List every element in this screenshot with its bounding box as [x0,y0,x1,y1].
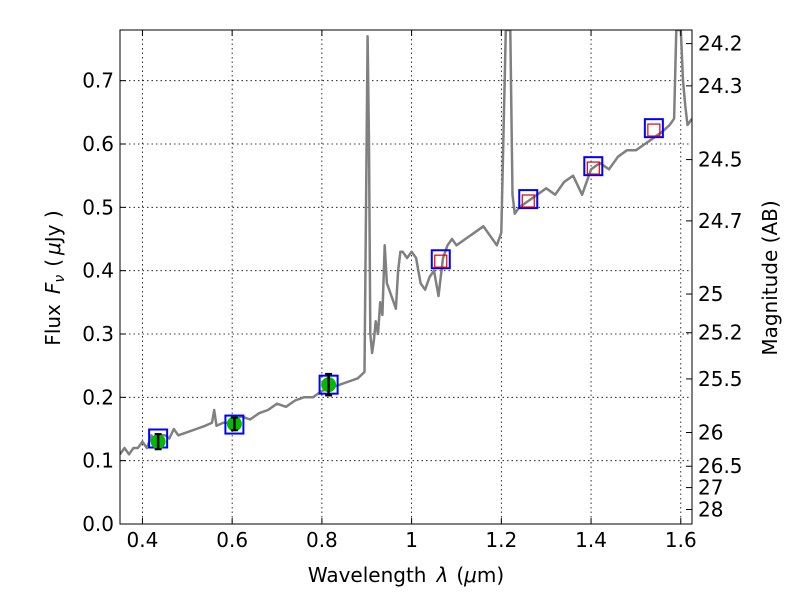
y-tick-label: 0.4 [82,259,114,283]
model-flux-marker [643,118,664,139]
y-tick-label: 0.1 [82,449,114,473]
upper-limit-marker [647,123,661,137]
upper-limit-marker [521,194,535,208]
y2-tick-label: 24.5 [698,148,743,172]
y2-axis-label: Magnitude (AB) [758,200,782,355]
y-tick-label: 0.3 [82,322,114,346]
x-tick-label: 1.4 [575,528,607,552]
x-tick-label: 0.6 [216,528,248,552]
y-tick-label: 0.0 [82,512,114,536]
y2-tick-label: 25 [698,282,723,306]
x-tick-label: 1.2 [485,528,517,552]
y-tick-label: 0.7 [82,69,114,93]
model-flux-marker [583,156,604,177]
x-axis: 0.4 0.6 0.8 1 1.2 1.4 1.6 [127,30,697,552]
y-tick-label: 0.2 [82,385,114,409]
upper-limit-marker [434,254,448,268]
y2-tick-label: 28 [698,497,723,521]
x-axis-label: Wavelength λ (μm) [308,563,504,587]
x-tick-label: 1.6 [665,528,697,552]
model-flux-marker [518,189,539,210]
y2-tick-label: 27 [698,476,723,500]
y-axis: 0.0 0.1 0.2 0.3 0.4 0.5 0.6 0.7 [82,69,126,536]
y2-tick-label: 26.5 [698,454,743,478]
x-tick-label: 1 [405,528,418,552]
model-flux-marker [430,249,451,270]
x-tick-label: 0.8 [306,528,338,552]
plot-area [120,30,692,456]
y2-tick-label: 24.2 [698,32,743,56]
y2-tick-label: 25.5 [698,367,743,391]
y-axis-label: FluxFν(μJy ) [41,210,68,345]
y2-tick-label: 24.3 [698,74,743,98]
upper-limit-marker [586,161,600,175]
y2-tick-label: 26 [698,420,723,444]
y-tick-label: 0.5 [82,195,114,219]
x-tick-label: 0.4 [127,528,159,552]
model-flux-marker [224,414,245,435]
y2-tick-label: 24.7 [698,209,743,233]
y2-tick-label: 25.2 [698,321,743,345]
plot-frame [119,29,693,525]
y-tick-label: 0.6 [82,132,114,156]
